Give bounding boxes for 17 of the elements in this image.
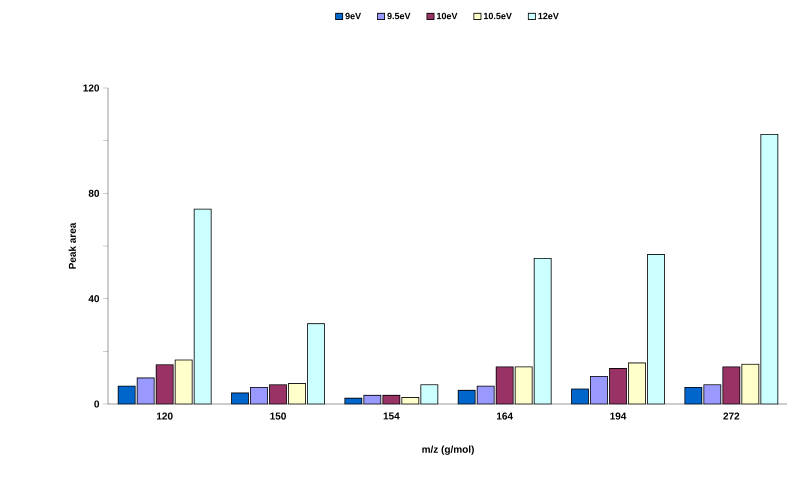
x-axis-title: m/z (g/mol)	[422, 445, 474, 455]
legend-label: 10eV	[437, 12, 458, 20]
x-tick-label: 150	[270, 412, 286, 420]
x-tick-label: 154	[384, 412, 400, 420]
y-tick-label: 40	[88, 295, 100, 302]
x-tick-label: 120	[156, 412, 173, 420]
y-tick-label: 0	[94, 400, 100, 408]
x-tick-label: 194	[610, 412, 626, 420]
legend-label: 10.5eV	[484, 12, 512, 20]
x-tick-label: 272	[723, 412, 740, 420]
legend-label: 9.5eV	[387, 12, 410, 20]
legend-label: 12eV	[538, 12, 559, 20]
y-tick-label: 120	[83, 84, 100, 92]
y-axis-title: Peak area	[68, 222, 76, 269]
y-tick-label: 80	[88, 190, 100, 197]
legend-label: 9eV	[345, 12, 362, 20]
x-tick-label: 164	[496, 412, 513, 420]
